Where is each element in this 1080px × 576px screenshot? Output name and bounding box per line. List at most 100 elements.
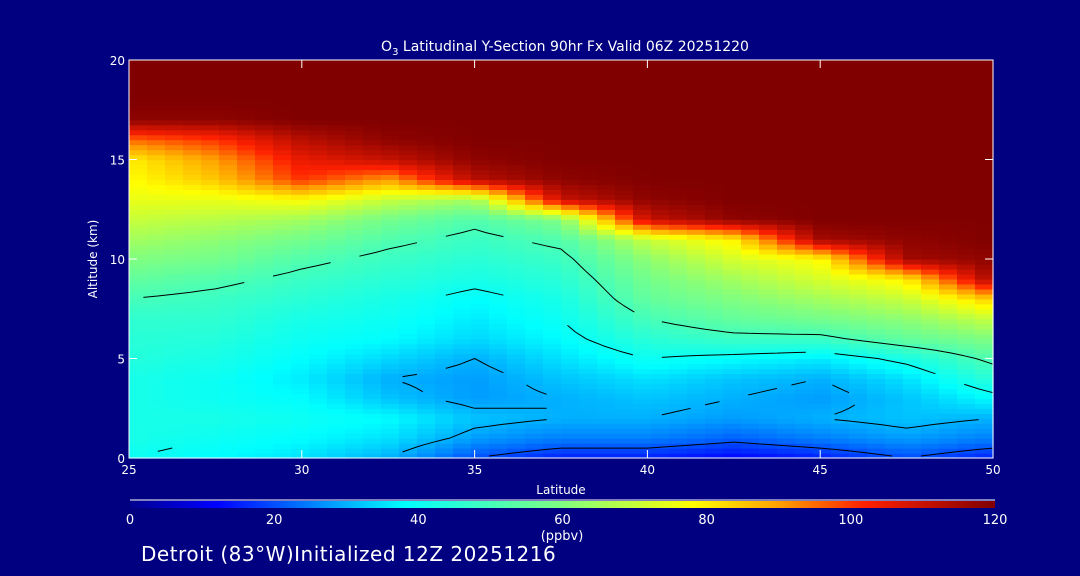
heatmap-cell — [723, 209, 742, 215]
heatmap-cell — [615, 423, 634, 429]
heatmap-cell — [363, 79, 382, 86]
heatmap-cell — [255, 65, 274, 71]
heatmap-cell — [507, 353, 526, 360]
heatmap-cell — [885, 124, 904, 131]
heatmap-cell — [273, 69, 292, 76]
heatmap-cell — [741, 443, 760, 449]
heatmap-cell — [345, 433, 364, 439]
heatmap-cell — [327, 114, 346, 121]
heatmap-cell — [147, 313, 166, 320]
heatmap-cell — [849, 89, 868, 96]
heatmap-cell — [597, 318, 616, 325]
heatmap-cell — [669, 69, 688, 76]
heatmap-cell — [579, 244, 598, 250]
heatmap-cell — [633, 448, 652, 454]
heatmap-cell — [795, 204, 814, 210]
heatmap-cell — [723, 308, 742, 315]
heatmap-cell — [471, 328, 490, 335]
heatmap-cell — [759, 453, 778, 459]
heatmap-cell — [579, 159, 598, 166]
heatmap-cell — [759, 413, 778, 419]
heatmap-cell — [813, 428, 832, 434]
heatmap-cell — [741, 224, 760, 230]
heatmap-cell — [147, 69, 166, 76]
heatmap-cell — [813, 273, 832, 280]
heatmap-cell — [219, 134, 238, 141]
heatmap-cell — [237, 308, 256, 315]
heatmap-cell — [291, 288, 310, 295]
heatmap-cell — [435, 60, 454, 66]
heatmap-cell — [147, 383, 166, 389]
heatmap-cell — [219, 99, 238, 106]
heatmap-cell — [435, 343, 454, 350]
heatmap-cell — [885, 229, 904, 235]
heatmap-cell — [741, 388, 760, 394]
heatmap-cell — [903, 373, 922, 379]
heatmap-cell — [309, 179, 328, 185]
heatmap-cell — [219, 129, 238, 136]
heatmap-cell — [957, 194, 976, 200]
heatmap-cell — [975, 283, 994, 290]
heatmap-cell — [651, 234, 670, 240]
heatmap-cell — [219, 60, 238, 66]
heatmap-cell — [831, 318, 850, 325]
heatmap-cell — [795, 278, 814, 285]
heatmap-cell — [147, 60, 166, 66]
heatmap-cell — [939, 373, 958, 379]
heatmap-cell — [219, 114, 238, 121]
heatmap-cell — [849, 194, 868, 200]
heatmap-cell — [543, 288, 562, 295]
heatmap-cell — [975, 264, 994, 270]
heatmap-cell — [669, 388, 688, 394]
heatmap-cell — [903, 239, 922, 245]
heatmap-cell — [723, 383, 742, 389]
heatmap-cell — [363, 269, 382, 275]
heatmap-cell — [579, 338, 598, 345]
heatmap-cell — [795, 308, 814, 315]
heatmap-cell — [687, 209, 706, 215]
heatmap-cell — [363, 94, 382, 101]
heatmap-cell — [651, 393, 670, 399]
heatmap-cell — [255, 144, 274, 151]
heatmap-cell — [561, 114, 580, 121]
heatmap-cell — [759, 408, 778, 414]
heatmap-cell — [669, 273, 688, 280]
heatmap-cell — [921, 199, 940, 205]
heatmap-cell — [957, 338, 976, 345]
heatmap-cell — [633, 433, 652, 439]
heatmap-cell — [201, 239, 220, 245]
heatmap-cell — [543, 413, 562, 419]
heatmap-cell — [741, 358, 760, 365]
heatmap-cell — [489, 303, 508, 310]
heatmap-cell — [795, 254, 814, 260]
heatmap-cell — [327, 443, 346, 449]
heatmap-cell — [381, 378, 400, 384]
heatmap-cell — [165, 269, 184, 275]
heatmap-cell — [813, 269, 832, 275]
heatmap-cell — [183, 323, 202, 330]
heatmap-cell — [597, 298, 616, 305]
heatmap-cell — [363, 308, 382, 315]
heatmap-cell — [255, 288, 274, 295]
heatmap-cell — [921, 169, 940, 175]
heatmap-cell — [291, 338, 310, 345]
heatmap-cell — [507, 453, 526, 459]
heatmap-cell — [291, 443, 310, 449]
heatmap-cell — [957, 259, 976, 265]
heatmap — [129, 60, 994, 459]
heatmap-cell — [435, 244, 454, 250]
heatmap-cell — [129, 244, 148, 250]
heatmap-cell — [165, 139, 184, 146]
heatmap-cell — [543, 74, 562, 81]
heatmap-cell — [849, 338, 868, 345]
heatmap-cell — [903, 328, 922, 335]
heatmap-cell — [543, 254, 562, 260]
heatmap-cell — [849, 84, 868, 91]
heatmap-cell — [669, 264, 688, 270]
heatmap-cell — [831, 328, 850, 335]
heatmap-cell — [597, 373, 616, 379]
heatmap-cell — [435, 403, 454, 409]
heatmap-cell — [507, 264, 526, 270]
heatmap-cell — [849, 104, 868, 111]
heatmap-cell — [813, 144, 832, 151]
